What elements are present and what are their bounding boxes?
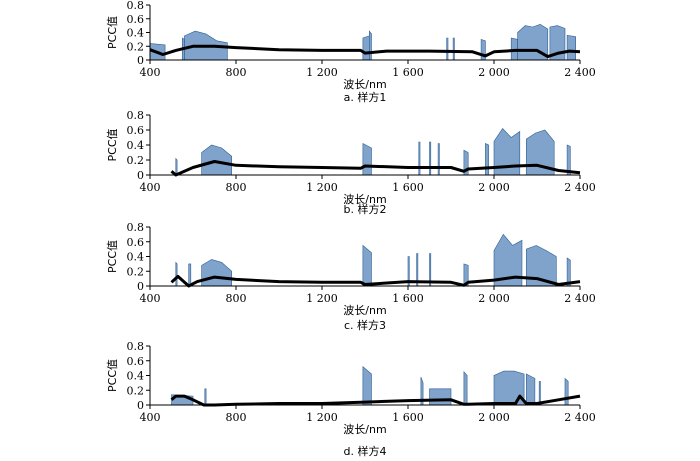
x-tick-label: 1 200 xyxy=(306,411,338,424)
pcc-band-2 xyxy=(188,263,192,287)
pcc-line xyxy=(170,394,581,407)
pcc-band-7 xyxy=(493,370,525,406)
x-tick-label: 2 000 xyxy=(478,66,510,79)
x-tick-label: 2 000 xyxy=(478,181,510,194)
x-tick-label: 400 xyxy=(140,66,161,79)
chart-panel-1: 00.20.40.60.8 400 800 1 200 1 600 2 000 2 400 波… xyxy=(106,0,596,104)
x-tick-label: 800 xyxy=(226,181,247,194)
x-tick-label: 400 xyxy=(140,411,161,424)
x-tick-label: 2 000 xyxy=(478,411,510,424)
pcc-band-7 xyxy=(452,37,455,61)
chart-panel-4: 0 0.20.4 0.6 0.8 400 800 1 200 1 600 2 000 2 400 波… xyxy=(106,340,596,458)
x-tick-label: 400 xyxy=(140,181,161,194)
x-tick-label: 1 600 xyxy=(392,66,424,79)
y-tick-label: 0.6 xyxy=(127,236,145,249)
x-tick-label: 800 xyxy=(226,66,247,79)
pcc-band-5 xyxy=(429,388,452,406)
pcc-band-6 xyxy=(437,143,440,176)
y-tick-label: 0.8 xyxy=(127,0,145,12)
y-axis-label: PCC值 xyxy=(106,359,119,392)
x-tick-label: 400 xyxy=(140,292,161,305)
y-tick-label: 0 xyxy=(137,54,144,67)
x-tick-label: 1 200 xyxy=(306,66,338,79)
panel-caption: a. 样方1 xyxy=(344,90,387,104)
pcc-band-6 xyxy=(446,37,449,61)
pcc-line xyxy=(170,274,581,288)
pcc-band-8 xyxy=(485,143,489,176)
pcc-band-3 xyxy=(201,259,232,287)
pcc-line xyxy=(149,44,581,59)
pcc-band-3 xyxy=(362,143,372,176)
chart-panel-3: 0 0.20.4 0.6 0.8 400 800 1 200 1 600 2 000 2 400 波… xyxy=(106,221,596,332)
y-tick-label: 0.4 xyxy=(127,370,145,383)
y-tick-label: 0 xyxy=(137,399,144,412)
y-tick-label: 0.6 xyxy=(127,124,145,137)
pcc-band-4 xyxy=(362,35,370,61)
pcc-band-6 xyxy=(463,370,468,406)
y-tick-label: 0.2 xyxy=(127,384,145,397)
y-tick-label: 0.2 xyxy=(127,40,145,53)
y-tick-label: 0.6 xyxy=(127,355,145,368)
y-axis-label: PCC值 xyxy=(106,240,119,273)
pcc-band-8 xyxy=(525,373,536,406)
x-tick-label: 2 000 xyxy=(478,292,510,305)
x-tick-label: 1 600 xyxy=(392,292,424,305)
pcc-band-5 xyxy=(369,30,372,61)
x-tick-label: 2 400 xyxy=(564,411,596,424)
x-tick-label: 1 200 xyxy=(306,181,338,194)
y-tick-label: 0.8 xyxy=(127,340,145,353)
pcc-band-5 xyxy=(429,141,432,176)
y-axis-label: PCC值 xyxy=(106,16,119,49)
y-tick-label: 0 xyxy=(137,169,144,182)
pcc-band-12 xyxy=(566,34,576,61)
pcc-band-3 xyxy=(362,365,372,406)
x-tick-label: 800 xyxy=(226,292,247,305)
y-tick-label: 0.4 xyxy=(127,27,145,40)
chart-panel-2: 0 0.2 0.4 0.6 0.8 400 800 1 200 1 600 2 000 2 400 波… xyxy=(106,109,596,216)
pcc-band-2 xyxy=(204,388,207,406)
pcc-band-2 xyxy=(201,144,232,176)
x-axis-label: 波长/nm xyxy=(343,304,386,317)
y-tick-label: 0.8 xyxy=(127,221,145,234)
y-tick-label: 0 xyxy=(137,280,144,293)
y-tick-label: 0.6 xyxy=(127,13,145,26)
x-tick-label: 2 400 xyxy=(564,66,596,79)
x-tick-label: 1 600 xyxy=(392,411,424,424)
y-tick-label: 0.4 xyxy=(127,139,145,152)
y-tick-label: 0.2 xyxy=(127,154,145,167)
panel-caption: b. 样方2 xyxy=(344,202,387,216)
pcc-band-4 xyxy=(418,141,421,176)
y-tick-label: 0.2 xyxy=(127,265,145,278)
x-tick-label: 1 200 xyxy=(306,292,338,305)
x-tick-label: 2 400 xyxy=(564,292,596,305)
x-axis-label: 波长/nm xyxy=(343,78,386,91)
pcc-band-1 xyxy=(175,261,178,287)
x-axis-label: 波长/nm xyxy=(343,423,386,436)
panel-caption: d. 样方4 xyxy=(344,444,387,458)
panel-caption: c. 样方3 xyxy=(344,318,386,332)
pcc-band-4 xyxy=(362,244,372,287)
x-tick-label: 1 600 xyxy=(392,181,424,194)
y-tick-label: 0.4 xyxy=(127,251,145,264)
x-axis-label: 波长/nm xyxy=(343,193,386,206)
y-tick-label: 0.8 xyxy=(127,109,145,122)
x-tick-label: 800 xyxy=(226,411,247,424)
pcc-band-1 xyxy=(175,157,178,176)
pcc-band-10 xyxy=(564,377,569,406)
pcc-line xyxy=(170,160,581,177)
x-tick-label: 2 400 xyxy=(564,181,596,194)
y-axis-label: PCC值 xyxy=(106,129,119,162)
